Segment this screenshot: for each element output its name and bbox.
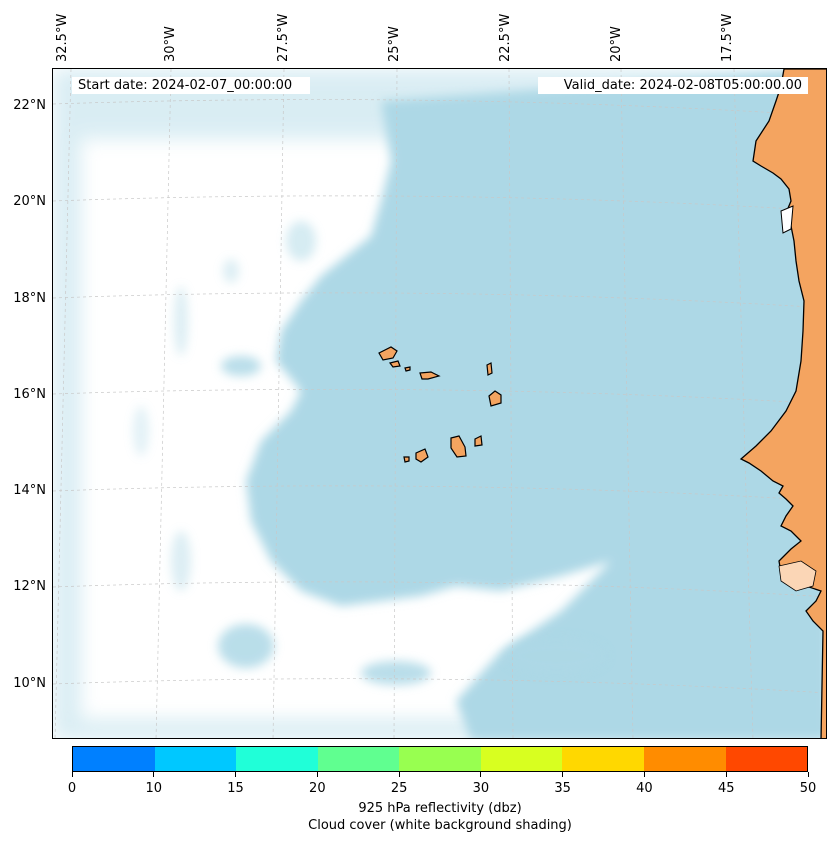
colorbar-tick-mark	[725, 772, 727, 777]
colorbar-sublabel: Cloud cover (white background shading)	[308, 818, 572, 833]
colorbar-segment-0-10	[73, 747, 155, 771]
colorbar-tick-mark	[480, 772, 482, 777]
coastal-inlet	[780, 205, 794, 234]
lat-label-20n: 20°N	[13, 194, 46, 209]
colorbar-segment-25-30	[399, 747, 481, 771]
valid-date-label: Valid_date: 2024-02-08T05:00:00.00	[538, 77, 808, 94]
colorbar-segment-45-50	[725, 747, 808, 771]
colorbar-label: 925 hPa reflectivity (dbz)	[358, 801, 522, 816]
colorbar-tick-label: 30	[472, 781, 490, 796]
colorbar-tick-mark	[562, 772, 564, 777]
colorbar-segment-15-20	[236, 747, 318, 771]
cloud-cover-main	[246, 69, 826, 738]
map-panel[interactable]	[52, 68, 827, 739]
colorbar-tick-label: 40	[636, 781, 653, 796]
island-sal	[486, 362, 493, 376]
lat-label-18n: 18°N	[13, 291, 46, 306]
start-date-label: Start date: 2024-02-07_00:00:00	[72, 77, 310, 94]
colorbar-segment-30-35	[480, 747, 563, 771]
colorbar-segment-40-45	[643, 747, 726, 771]
colorbar-tick-mark	[153, 772, 155, 777]
colorbar-segment-10-15	[154, 747, 237, 771]
colorbar-tick-label: 25	[390, 781, 408, 796]
island-fogo	[415, 448, 429, 463]
colorbar-segment-20-25	[317, 747, 400, 771]
colorbar-segment-35-40	[562, 747, 644, 771]
lat-label-14n: 14°N	[13, 483, 46, 498]
colorbar-tick-mark	[807, 772, 809, 777]
reflectivity-colorbar	[72, 746, 808, 772]
island-santo-antao	[378, 346, 398, 361]
island-santa-luzia	[404, 366, 411, 372]
lon-label-22-5w: 22.5°W	[498, 13, 513, 62]
lat-label-22n: 22°N	[13, 98, 46, 113]
island-santiago	[450, 435, 467, 458]
lon-label-27-5w: 27.5°W	[276, 13, 291, 62]
island-maio	[474, 435, 483, 447]
lon-label-30w: 30°W	[163, 26, 178, 62]
colorbar-tick-mark	[398, 772, 400, 777]
colorbar-tick-mark	[643, 772, 645, 777]
lat-label-16n: 16°N	[13, 387, 46, 402]
lon-label-20w: 20°W	[609, 26, 624, 62]
colorbar-tick-label: 50	[799, 781, 817, 796]
colorbar-tick-mark	[71, 772, 73, 777]
colorbar-tick-label: 10	[145, 781, 163, 796]
island-brava	[403, 456, 410, 463]
graticule	[53, 69, 826, 738]
lon-label-25w: 25°W	[387, 26, 402, 62]
colorbar-tick-label: 35	[554, 781, 571, 796]
island-boa-vista	[488, 390, 502, 407]
island-sao-vicente	[388, 360, 401, 368]
island-sao-nicolau	[419, 371, 441, 380]
colorbar-tick-label: 15	[227, 781, 244, 796]
coastal-lowland	[778, 560, 817, 592]
colorbar-tick-mark	[316, 772, 318, 777]
lat-label-12n: 12°N	[13, 579, 46, 594]
cape-verde-islands	[378, 346, 502, 463]
lon-label-17-5w: 17.5°W	[720, 13, 735, 62]
map-canvas	[53, 69, 826, 738]
colorbar-tick-label: 20	[309, 781, 326, 796]
lat-label-10n: 10°N	[13, 676, 46, 691]
colorbar-tick-mark	[235, 772, 237, 777]
colorbar-tick-label: 45	[717, 781, 735, 796]
colorbar-tick-label: 0	[67, 781, 77, 796]
lon-label-32-5w: 32.5°W	[55, 13, 70, 62]
